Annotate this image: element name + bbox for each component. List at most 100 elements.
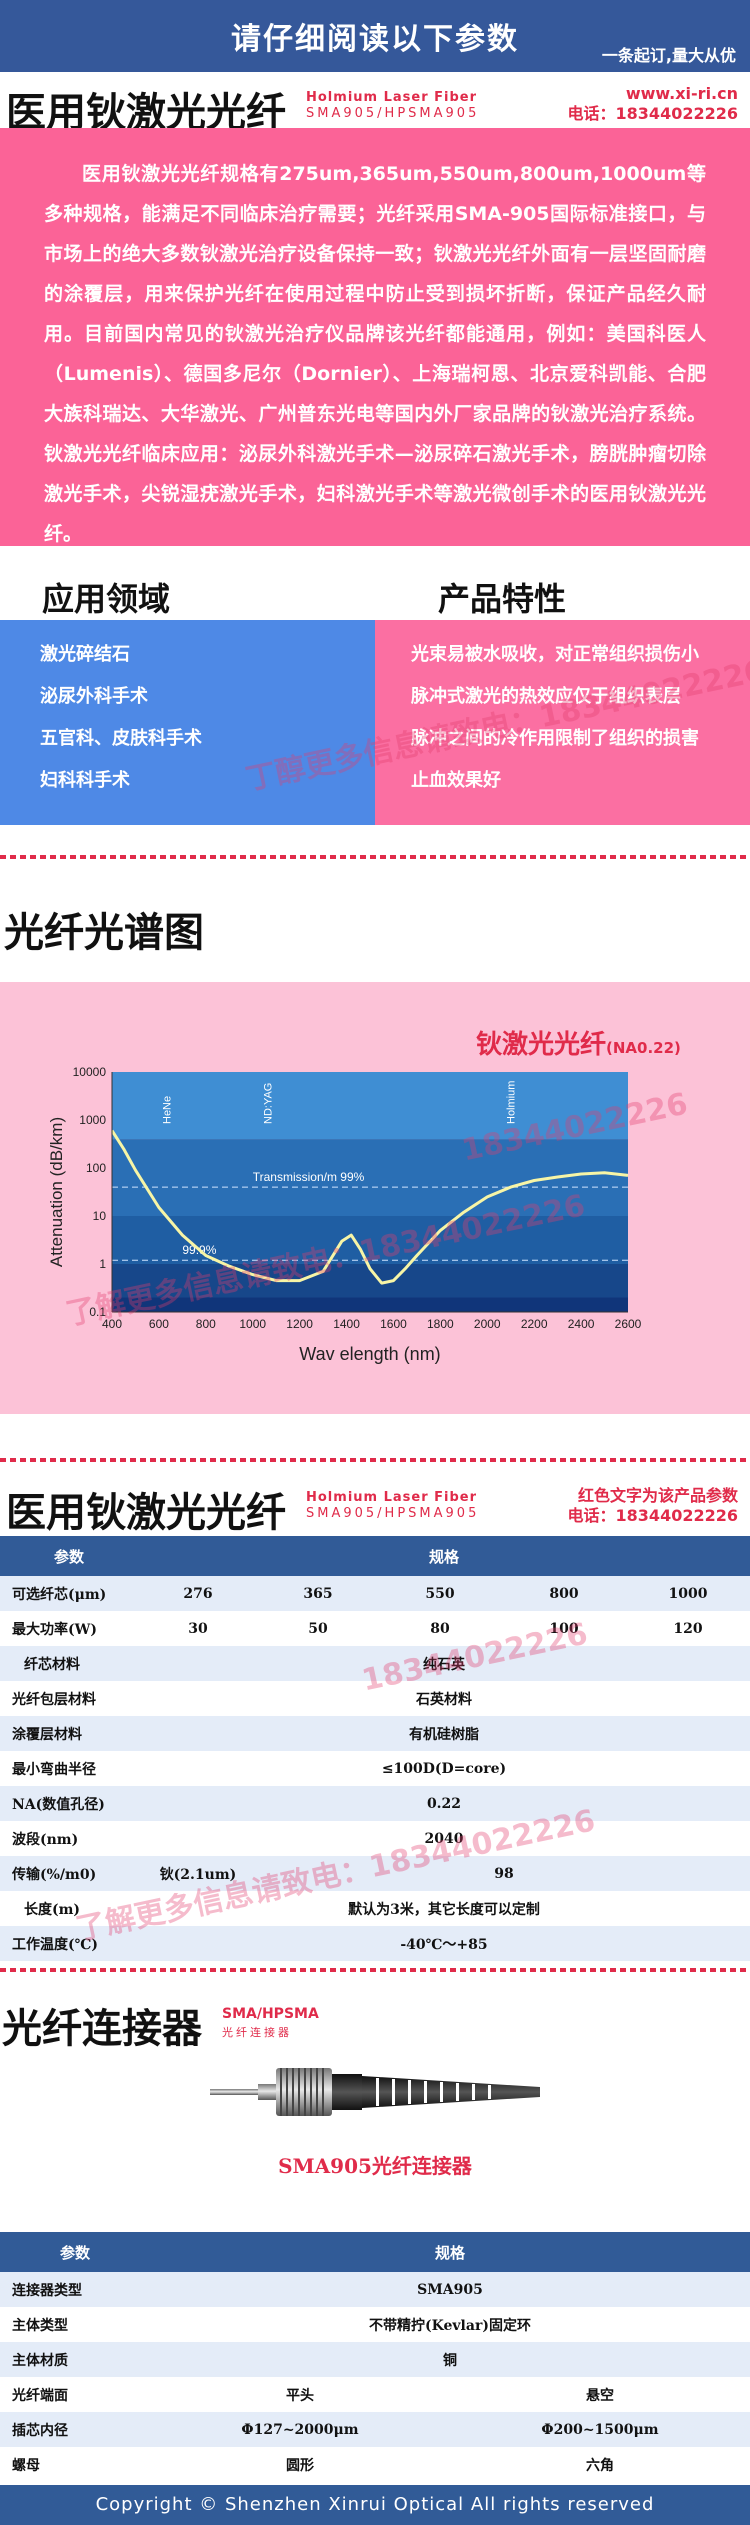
table-row: 可选纤芯(μm) 276 365 550 800 1000: [0, 1576, 750, 1611]
row-label: 光纤包层材料: [12, 1691, 96, 1708]
row-label: 连接器类型: [0, 2272, 150, 2307]
cell: 800: [502, 1576, 626, 1611]
chart-y-tick: 0.1: [89, 1305, 106, 1319]
cell: 不带精拧(Kevlar)固定环: [369, 2317, 531, 2334]
table-row: 连接器类型 SMA905: [0, 2272, 750, 2307]
copyright-bar: Copyright © Shenzhen Xinrui Optical All …: [0, 2485, 750, 2525]
product-en-title: Holmium Laser Fiber: [306, 90, 478, 105]
cell: -40℃～+85: [138, 1926, 750, 1961]
cell: 98: [258, 1856, 750, 1891]
fiber-spec-table: 参数 规格 可选纤芯(μm) 276 365 550 800 1000 最大功率…: [0, 1536, 750, 1961]
top-banner: 请仔细阅读以下参数 一条起订,量大从优: [0, 0, 750, 72]
chart-x-tick: 1800: [427, 1317, 454, 1331]
table-header: 参数: [0, 1536, 138, 1576]
cell: 276: [138, 1576, 258, 1611]
row-label: 长度(m): [24, 1901, 81, 1918]
cell: Φ200~1500μm: [450, 2412, 750, 2447]
chart-x-tick: 800: [196, 1317, 216, 1331]
chart-x-tick: 2400: [568, 1317, 595, 1331]
table-row: NA(数值孔径) 0.22: [0, 1786, 750, 1821]
connector-en-model: SMA/HPSMA: [222, 2006, 319, 2022]
intro-panel: 医用钬激光光纤规格有275um,365um,550um,800um,1000um…: [0, 128, 750, 546]
row-label: 涂覆层材料: [0, 1716, 138, 1751]
connector-name: SMA905光纤连接器: [278, 2154, 472, 2178]
table-row: 螺母 圆形 六角: [0, 2447, 750, 2482]
param-note: 红色文字为该产品参数: [577, 1486, 738, 1505]
application-item: 妇科科手术: [40, 770, 130, 791]
cell: 钬(2.1um): [138, 1856, 258, 1891]
chart-y-tick: 1000: [79, 1113, 106, 1127]
cell: 30: [188, 1620, 208, 1637]
table-row: 插芯内径 Φ127~2000μm Φ200~1500μm: [0, 2412, 750, 2447]
cell: 有机硅树脂: [138, 1716, 750, 1751]
chart-x-tick: 400: [102, 1317, 122, 1331]
table-row: 最小弯曲半径 ≤100D(D=core): [0, 1751, 750, 1786]
table-row: 主体材质 铜: [0, 2342, 750, 2377]
table-en-title: Holmium Laser Fiber: [306, 1490, 478, 1505]
cell: 120: [673, 1620, 703, 1637]
divider: [0, 1968, 750, 1972]
cell: 圆形: [286, 2457, 314, 2474]
website-text[interactable]: www.xi-ri.cn: [625, 84, 738, 103]
application-item: 激光碎结石: [40, 644, 130, 665]
chart-x-tick: 600: [149, 1317, 169, 1331]
chart-y-tick: 1: [99, 1257, 106, 1271]
chart-band-label: HeNe: [162, 1096, 174, 1124]
divider: [0, 1458, 750, 1462]
chart-band: [112, 1297, 628, 1312]
application-item: 五官科、皮肤科手术: [40, 728, 202, 749]
table-row: 光纤包层材料 石英材料: [0, 1681, 750, 1716]
chart-y-label: Attenuation (dB/km): [47, 1117, 66, 1267]
connector-spec-table: 参数 规格 连接器类型 SMA905 主体类型 不带精拧(Kevlar)固定环 …: [0, 2232, 750, 2482]
table-row: 主体类型 不带精拧(Kevlar)固定环: [0, 2307, 750, 2342]
cell: 铜: [150, 2342, 750, 2377]
phone-text[interactable]: 电话：18344022226: [567, 1506, 738, 1525]
sma905-connector-image: [210, 2068, 540, 2116]
intro-text: 医用钬激光光纤规格有275um,365um,550um,800um,1000um…: [44, 163, 706, 545]
chart-x-tick: 2600: [615, 1317, 642, 1331]
chart-x-tick: 1400: [333, 1317, 360, 1331]
chart-ref-label: Transmission/m 99%: [253, 1170, 365, 1184]
table-en-model: SMA905/HPSMA905: [306, 1506, 480, 1521]
chart-fiber-na: (NA0.22): [606, 1039, 681, 1057]
banner-title: 请仔细阅读以下参数: [231, 22, 519, 57]
table-row: 涂覆层材料 有机硅树脂: [0, 1716, 750, 1751]
row-label: 光纤端面: [12, 2387, 68, 2404]
chart-x-tick: 2200: [521, 1317, 548, 1331]
connector-title: 光纤连接器: [2, 2006, 202, 2052]
chart-series-line: [110, 1129, 629, 1285]
cell: 100: [549, 1620, 579, 1637]
row-label: 插芯内径: [0, 2412, 150, 2447]
cell: 0.22: [138, 1786, 750, 1821]
row-label: 可选纤芯(μm): [0, 1576, 138, 1611]
row-label: 最小弯曲半径: [12, 1761, 96, 1778]
cell: 80: [430, 1620, 450, 1637]
chart-x-label: Wav elength (nm): [299, 1344, 440, 1364]
applications-heading: 应用领域: [42, 580, 171, 618]
cell: 1000: [626, 1576, 750, 1611]
feature-item: 脉冲式激光的热效应仅于组织表层: [411, 686, 681, 707]
chart-x-tick: 1200: [286, 1317, 313, 1331]
chart-x-tick: 1600: [380, 1317, 407, 1331]
cell: 默认为3米，其它长度可以定制: [348, 1901, 540, 1918]
cell: 550: [378, 1576, 502, 1611]
table-header: 规格: [150, 2232, 750, 2272]
phone-text[interactable]: 电话：18344022226: [567, 104, 738, 123]
chart-band: [112, 1072, 628, 1140]
chart-band-label: ND:YAG: [263, 1083, 275, 1124]
row-label: 纤芯材料: [0, 1646, 138, 1681]
application-item: 泌尿外科手术: [40, 686, 148, 707]
chart-band: [112, 1139, 628, 1216]
chart-y-tick: 10: [93, 1209, 107, 1223]
chart-fiber-name: 钬激光光纤: [476, 1030, 607, 1060]
chart-x-tick: 2000: [474, 1317, 501, 1331]
banner-subtitle: 一条起订,量大从优: [601, 46, 736, 65]
table-header: 参数: [0, 2232, 150, 2272]
feature-item: 光束易被水吸收，对正常组织损伤小: [411, 644, 699, 665]
table-row: 传输(%/m0) 钬(2.1um) 98: [0, 1856, 750, 1891]
applications-panel: 激光碎结石 泌尿外科手术 五官科、皮肤科手术 妇科科手术: [0, 620, 375, 825]
cell: 六角: [586, 2457, 614, 2474]
row-label: 主体类型: [12, 2317, 68, 2334]
row-label: 主体材质: [0, 2342, 150, 2377]
spectrum-title: 光纤光谱图: [4, 910, 204, 956]
